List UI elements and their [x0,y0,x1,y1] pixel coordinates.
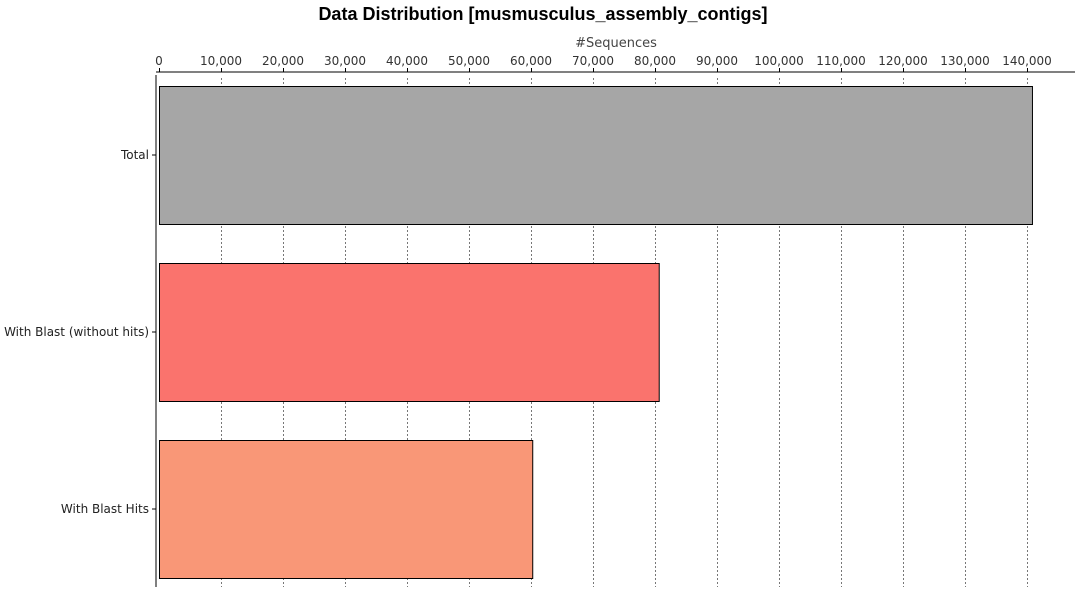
category-label: With Blast (without hits) [4,325,149,339]
bars [159,86,1033,579]
x-tick-label: 130,000 [940,54,990,68]
bar-with-blast-without-hits [159,263,660,402]
x-tick-label: 20,000 [262,54,304,68]
category-label: Total [120,148,149,162]
bar-total [159,86,1033,225]
x-tick-label: 110,000 [816,54,866,68]
x-tick-label: 60,000 [510,54,552,68]
category-label: With Blast Hits [61,502,149,516]
x-tick-label: 50,000 [448,54,490,68]
x-tick-label: 90,000 [696,54,738,68]
x-tick-label: 100,000 [754,54,804,68]
x-tick-label: 30,000 [324,54,366,68]
x-tick-label: 120,000 [878,54,928,68]
x-tick-label: 80,000 [634,54,676,68]
x-tick-label: 0 [155,54,163,68]
x-tick-label: 140,000 [1002,54,1052,68]
axes [152,68,1075,587]
x-axis-label: #Sequences [575,36,657,51]
x-tick-label: 70,000 [572,54,614,68]
labels: 0 10,000 20,000 30,000 40,000 50,000 60,000 70,… [4,54,1052,516]
x-tick-label: 40,000 [386,54,428,68]
x-tick-label: 10,000 [200,54,242,68]
chart-title: Data Distribution [musmusculus_assembly_… [318,4,767,24]
bar-with-blast-hits [159,440,534,579]
